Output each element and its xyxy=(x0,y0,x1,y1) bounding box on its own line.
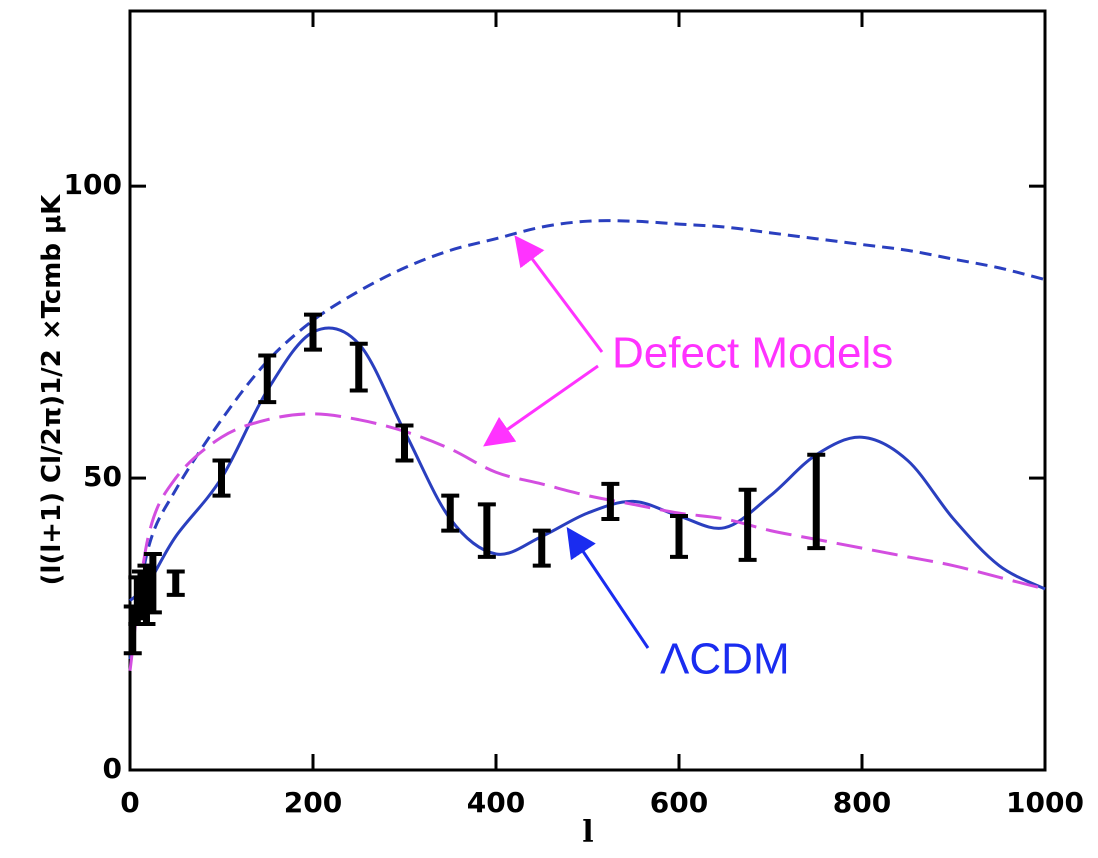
annotation: Defect Models xyxy=(612,329,893,378)
y-axis-label: (l(l+1) Cl/2π)1/2 ×Tcmb μK xyxy=(37,194,67,586)
y-tick-label: 0 xyxy=(103,752,122,785)
series-line xyxy=(128,412,1046,671)
y-tick-label: 50 xyxy=(83,460,122,493)
x-tick-label: 200 xyxy=(284,786,342,819)
y-tick-label: 100 xyxy=(64,168,122,201)
series-line xyxy=(128,326,1046,602)
x-tick-label: 800 xyxy=(833,786,891,819)
plot-frame xyxy=(128,9,1047,772)
x-tick-label: 0 xyxy=(120,786,139,819)
x-tick-label: 600 xyxy=(650,786,708,819)
annotation: ΛCDM xyxy=(660,635,790,684)
x-axis-label: l xyxy=(582,815,593,850)
x-tick-label: 1000 xyxy=(1006,786,1084,819)
annotation-arrow xyxy=(566,527,650,649)
annotation-arrow xyxy=(483,364,599,447)
series-line xyxy=(128,219,1046,660)
x-tick-label: 400 xyxy=(467,786,525,819)
annotation-arrow xyxy=(514,235,604,353)
